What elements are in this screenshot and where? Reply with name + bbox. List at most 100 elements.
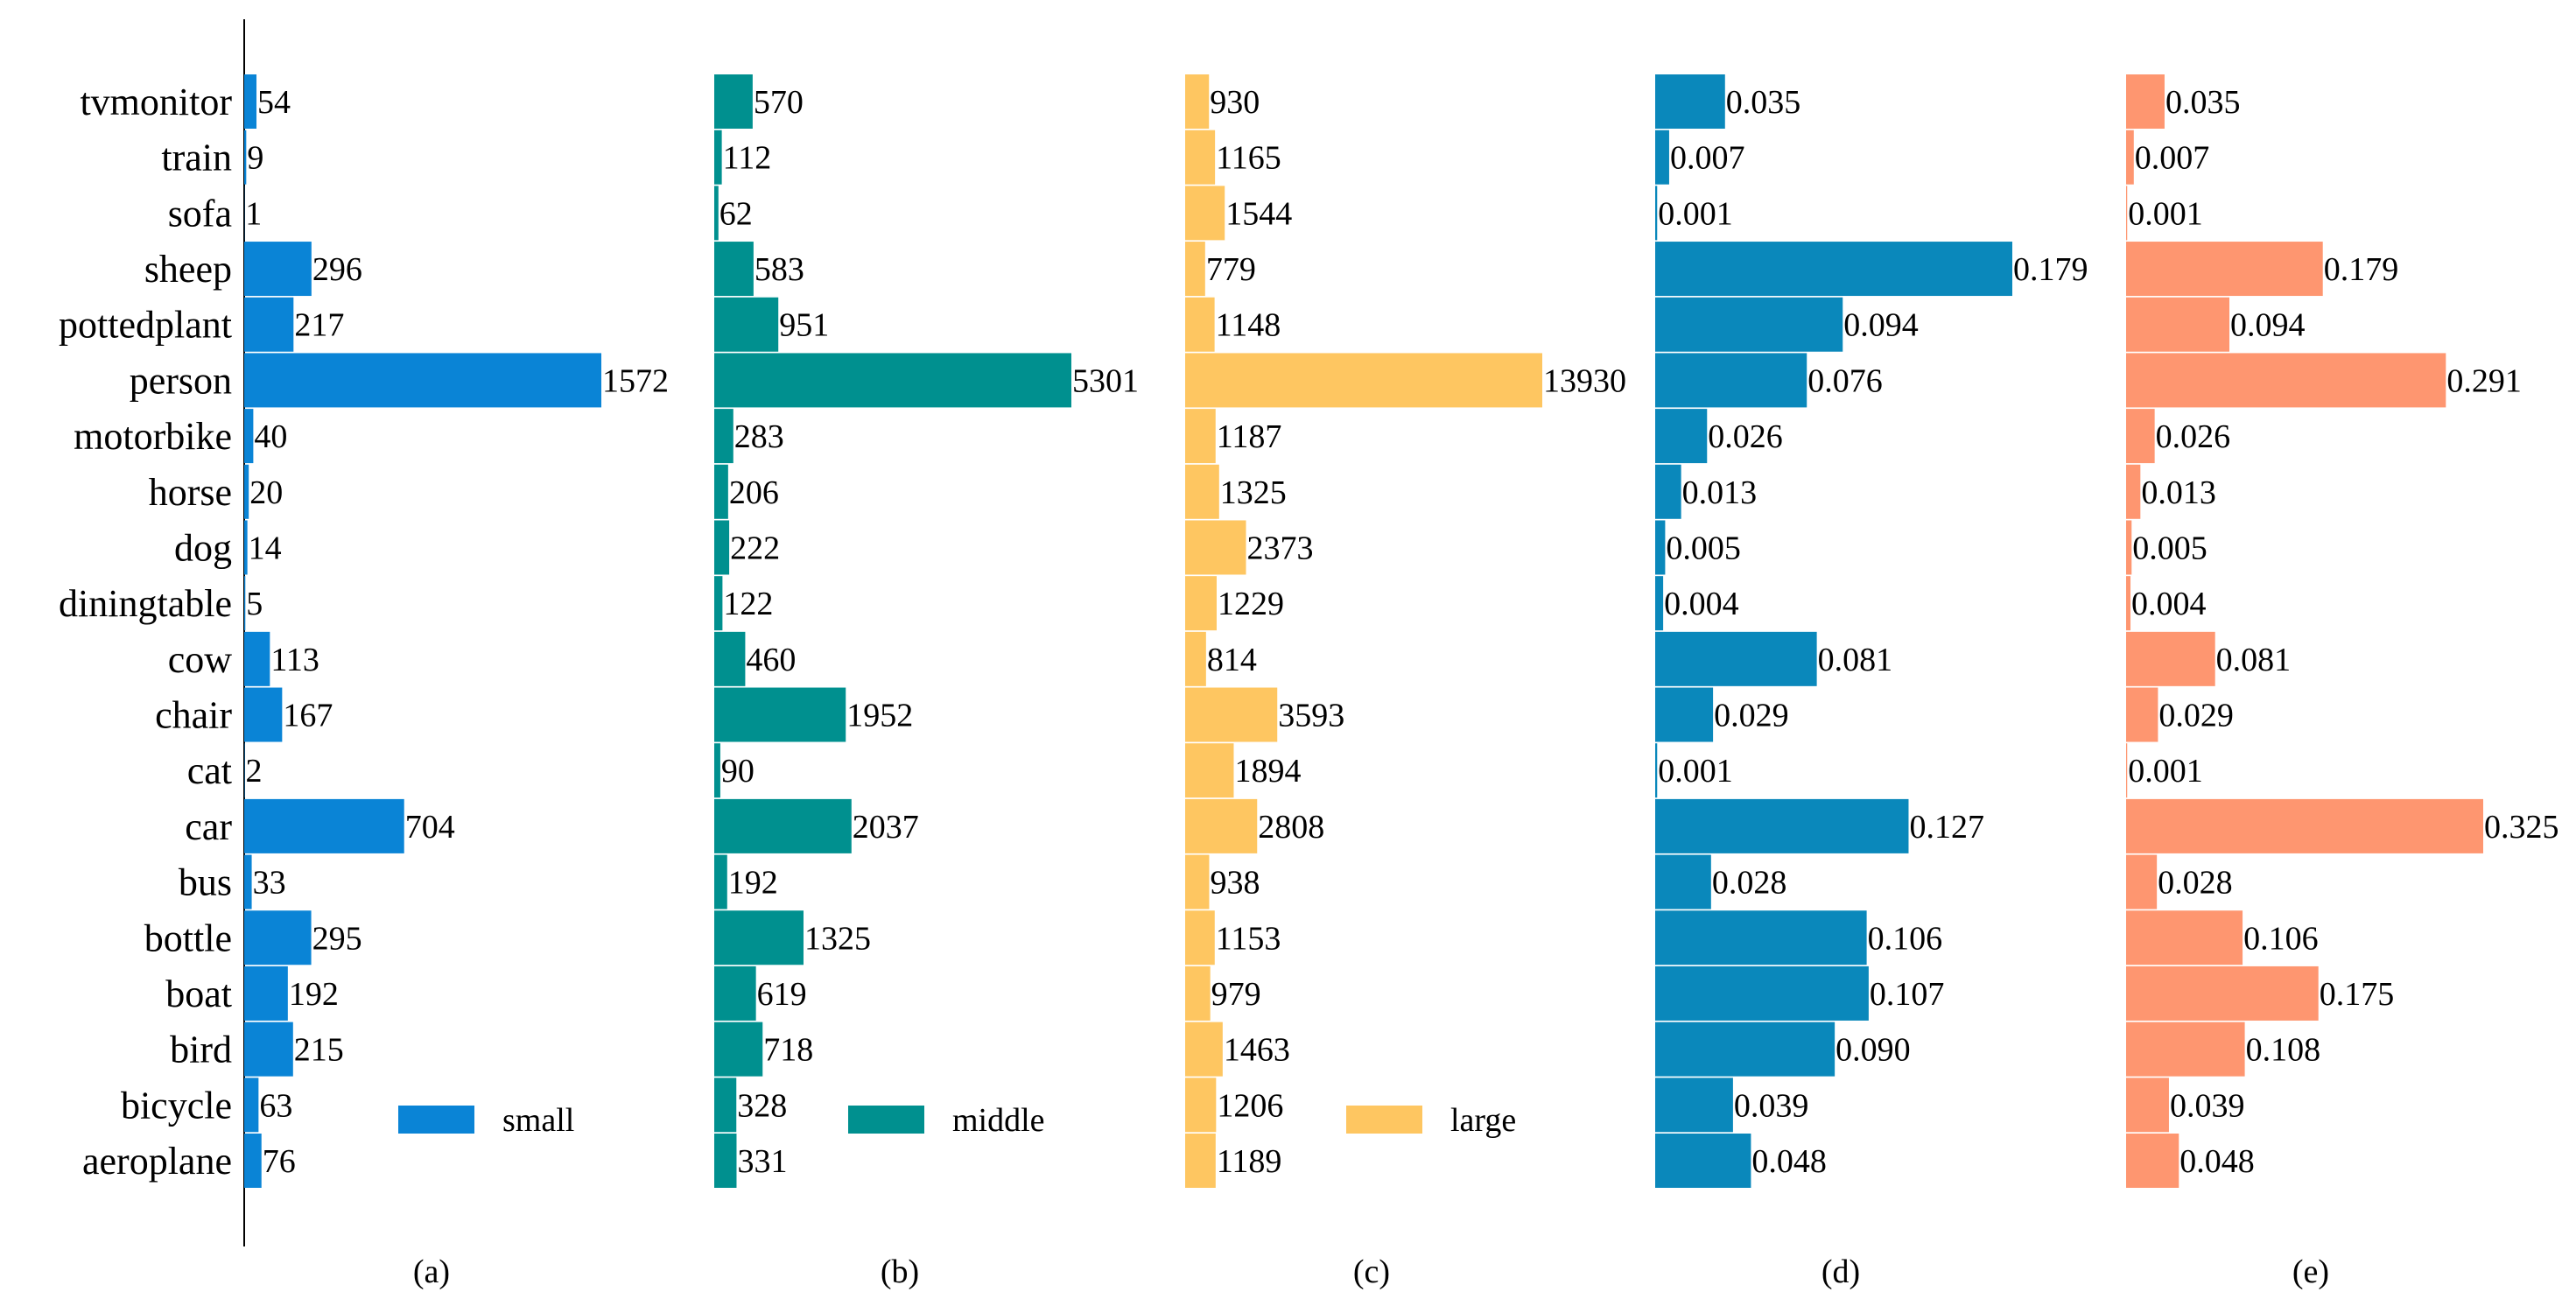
data-label-car: 0.325 <box>2484 809 2559 846</box>
category-label-bicycle: bicycle <box>121 1084 232 1127</box>
data-label-car: 0.127 <box>1909 809 1984 846</box>
panel-e: 0.0480.0390.1080.1750.1060.0280.3250.001… <box>2126 74 2559 1290</box>
data-label-sheep: 0.179 <box>2324 251 2399 288</box>
data-label-train: 0.007 <box>1670 140 1745 177</box>
data-label-sheep: 0.179 <box>2013 251 2088 288</box>
panel-label: (d) <box>1821 1253 1860 1290</box>
bar-middle-cat <box>714 743 720 797</box>
data-label-cow: 814 <box>1207 642 1257 678</box>
legend-label-small: small <box>502 1102 574 1139</box>
data-label-horse: 0.013 <box>1682 474 1758 511</box>
bar-small-car <box>244 799 404 853</box>
bar-ratio4-sofa <box>2126 186 2127 240</box>
data-label-bus: 0.028 <box>1712 865 1787 902</box>
bar-ratio4-sheep <box>2126 242 2323 296</box>
data-label-bus: 938 <box>1210 865 1260 902</box>
data-label-pottedplant: 0.094 <box>1843 307 1919 344</box>
legend-swatch-large <box>1346 1106 1422 1134</box>
bar-large-bottle <box>1185 910 1215 965</box>
bar-large-train <box>1185 130 1215 185</box>
bar-ratio4-cow <box>2126 632 2215 686</box>
data-label-aeroplane: 0.048 <box>2179 1143 2255 1180</box>
data-label-chair: 0.029 <box>1714 698 1789 734</box>
data-label-cat: 2 <box>246 753 263 790</box>
bar-small-person <box>244 353 601 407</box>
data-label-cat: 90 <box>721 753 755 790</box>
data-label-bird: 1463 <box>1224 1032 1290 1069</box>
data-label-aeroplane: 1189 <box>1217 1143 1282 1180</box>
category-label-tvmonitor: tvmonitor <box>80 81 232 123</box>
data-label-train: 112 <box>723 140 772 177</box>
bar-large-bicycle <box>1185 1078 1216 1132</box>
category-label-sofa: sofa <box>168 192 232 235</box>
data-label-bicycle: 63 <box>259 1087 292 1124</box>
bar-small-tvmonitor <box>244 74 256 129</box>
data-label-diningtable: 122 <box>723 586 773 622</box>
panel-label: (b) <box>881 1253 919 1290</box>
data-label-horse: 1325 <box>1220 474 1287 511</box>
data-label-cow: 113 <box>270 642 319 678</box>
bar-middle-pottedplant <box>714 298 778 352</box>
bar-middle-cow <box>714 632 745 686</box>
data-label-diningtable: 0.004 <box>2131 586 2207 622</box>
data-label-sheep: 296 <box>312 251 362 288</box>
data-label-person: 13930 <box>1543 362 1626 399</box>
data-label-aeroplane: 0.048 <box>1751 1143 1826 1180</box>
data-label-bus: 0.028 <box>2158 865 2233 902</box>
data-label-bottle: 1153 <box>1216 920 1281 957</box>
bar-middle-diningtable <box>714 576 722 630</box>
bar-large-dog <box>1185 520 1246 574</box>
data-label-diningtable: 5 <box>246 586 263 622</box>
data-label-tvmonitor: 54 <box>257 84 291 121</box>
data-label-bird: 718 <box>763 1032 813 1069</box>
bar-ratio3-tvmonitor <box>1655 74 1725 129</box>
data-label-tvmonitor: 570 <box>754 84 804 121</box>
data-label-aeroplane: 76 <box>263 1143 296 1180</box>
panel-b: 3313287186191325192203790195246012222220… <box>714 74 1139 1290</box>
bar-middle-car <box>714 799 852 853</box>
bar-ratio3-pottedplant <box>1655 298 1843 352</box>
category-label-bottle: bottle <box>144 916 232 959</box>
bar-ratio4-aeroplane <box>2126 1134 2179 1188</box>
data-label-bottle: 1325 <box>804 920 871 957</box>
data-label-bird: 0.108 <box>2246 1032 2321 1069</box>
data-label-bottle: 0.106 <box>1868 920 1943 957</box>
legend-swatch-small <box>398 1106 474 1134</box>
bar-middle-bus <box>714 855 727 909</box>
bar-ratio4-cat <box>2126 743 2127 797</box>
data-label-motorbike: 1187 <box>1217 418 1282 455</box>
bar-small-dog <box>244 520 248 574</box>
data-label-cow: 0.081 <box>2216 642 2292 678</box>
bar-ratio3-car <box>1655 799 1908 853</box>
panel-label: (e) <box>2292 1253 2329 1290</box>
bar-ratio3-aeroplane <box>1655 1134 1751 1188</box>
data-label-sheep: 779 <box>1206 251 1256 288</box>
bar-small-aeroplane <box>244 1134 262 1188</box>
bar-ratio3-dog <box>1655 520 1665 574</box>
data-label-pottedplant: 951 <box>779 307 829 344</box>
category-label-chair: chair <box>155 694 232 737</box>
data-label-car: 2808 <box>1258 809 1324 846</box>
bar-ratio4-pottedplant <box>2126 298 2229 352</box>
category-label-cow: cow <box>168 638 233 681</box>
data-label-diningtable: 0.004 <box>1664 586 1739 622</box>
category-label-aeroplane: aeroplane <box>82 1140 232 1183</box>
bar-middle-train <box>714 130 722 185</box>
data-label-chair: 0.029 <box>2158 698 2234 734</box>
bar-middle-bird <box>714 1022 762 1077</box>
data-label-dog: 0.005 <box>1666 530 1741 566</box>
bar-middle-sheep <box>714 242 754 296</box>
bar-small-bottle <box>244 910 312 965</box>
data-label-person: 0.291 <box>2446 362 2522 399</box>
legend-swatch-middle <box>848 1106 924 1134</box>
bar-small-chair <box>244 688 282 742</box>
data-label-aeroplane: 331 <box>737 1143 787 1180</box>
category-label-horse: horse <box>149 471 232 514</box>
bar-ratio4-bottle <box>2126 910 2243 965</box>
bar-ratio3-chair <box>1655 688 1713 742</box>
data-label-boat: 0.107 <box>1870 976 1945 1013</box>
bar-small-train <box>244 130 246 185</box>
data-label-bird: 0.090 <box>1835 1032 1911 1069</box>
data-label-horse: 0.013 <box>2141 474 2216 511</box>
data-label-bus: 192 <box>728 865 778 902</box>
